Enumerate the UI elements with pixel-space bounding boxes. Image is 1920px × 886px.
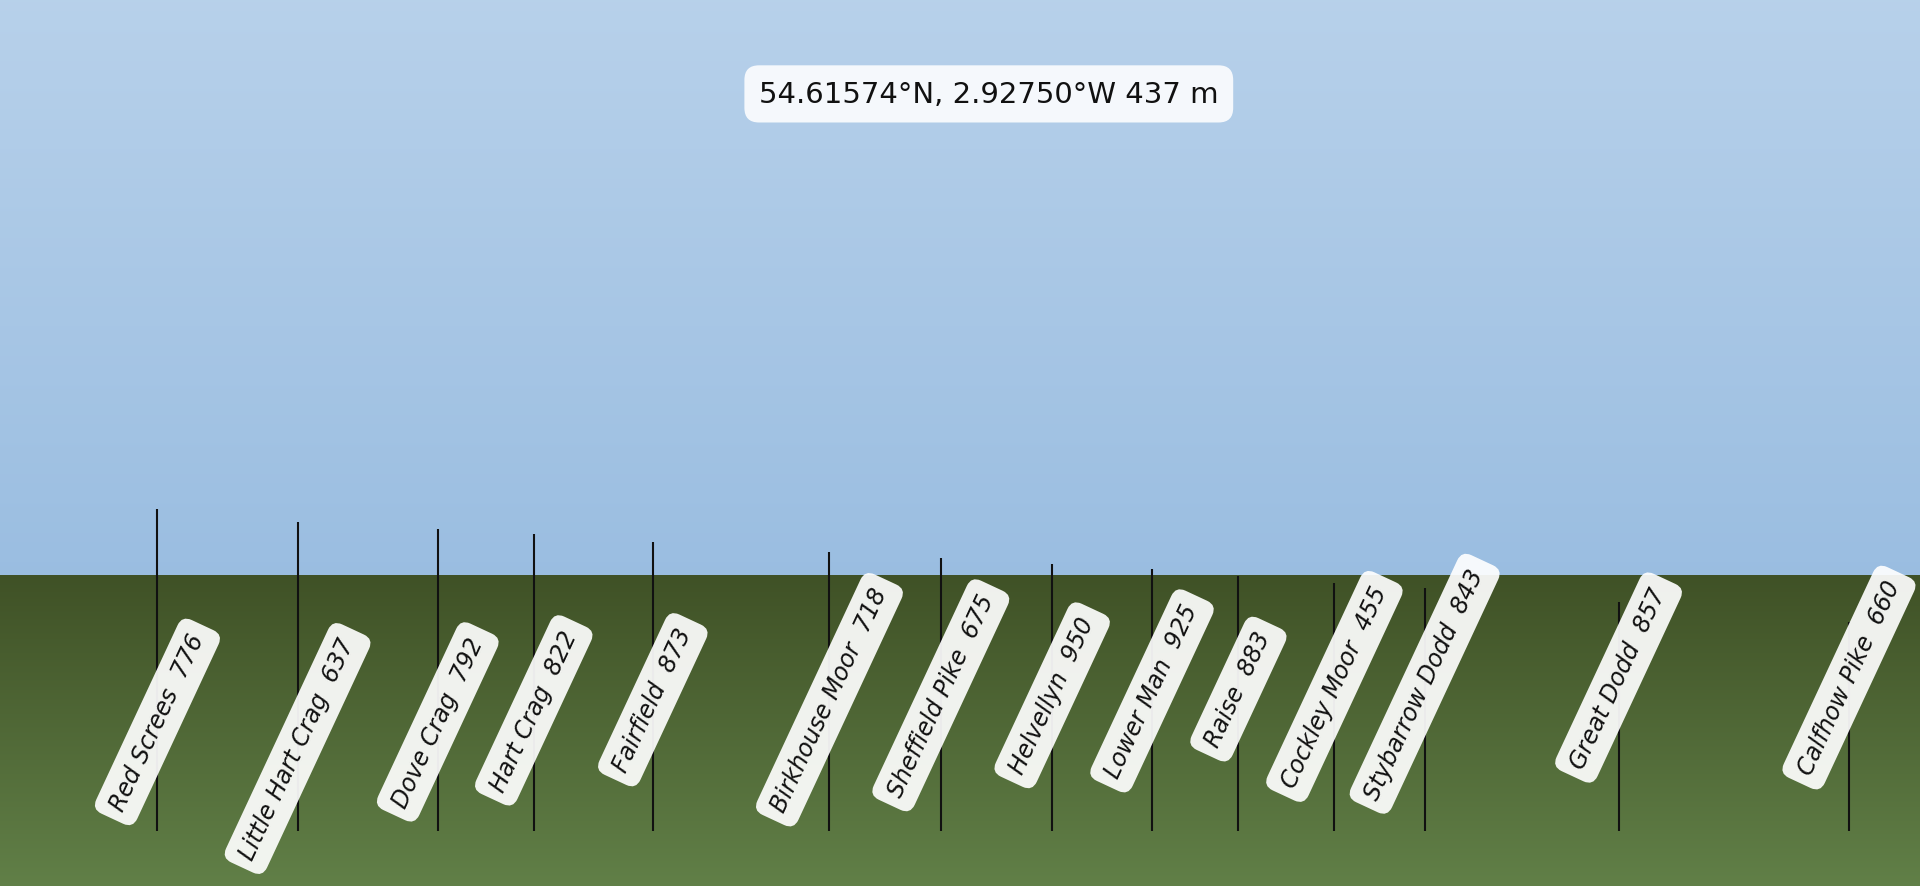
Text: Little Hart Crag  637: Little Hart Crag 637	[236, 634, 359, 863]
Text: 54.61574°N, 2.92750°W 437 m: 54.61574°N, 2.92750°W 437 m	[758, 81, 1219, 109]
Text: Red Screes  776: Red Screes 776	[106, 630, 209, 814]
Text: Great Dodd  857: Great Dodd 857	[1567, 584, 1670, 772]
Text: Dove Crag  792: Dove Crag 792	[388, 633, 488, 811]
Text: Fairfield  873: Fairfield 873	[609, 625, 697, 775]
Text: Calfhow Pike  660: Calfhow Pike 660	[1793, 577, 1905, 779]
Text: Helvellyn  950: Helvellyn 950	[1006, 614, 1098, 777]
Text: Raise  883: Raise 883	[1202, 628, 1275, 750]
Text: Hart Crag  822: Hart Crag 822	[486, 626, 582, 795]
Text: Birkhouse Moor  718: Birkhouse Moor 718	[766, 585, 893, 815]
Text: Stybarrow Dodd  843: Stybarrow Dodd 843	[1361, 565, 1488, 803]
Text: Lower Man  925: Lower Man 925	[1102, 601, 1202, 781]
Text: Sheffield Pike  675: Sheffield Pike 675	[883, 591, 998, 800]
Text: Cockley Moor  455: Cockley Moor 455	[1277, 582, 1392, 791]
